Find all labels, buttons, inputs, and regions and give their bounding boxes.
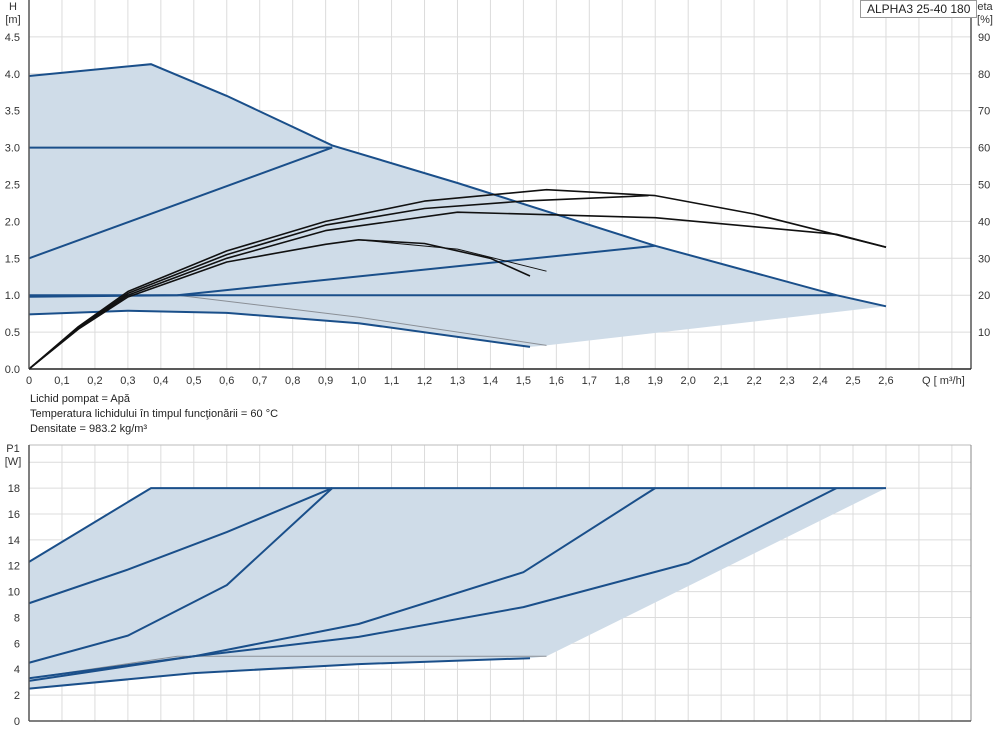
x-tick-label: 0 — [26, 375, 32, 387]
y-tick-label: 0.5 — [5, 327, 20, 339]
power-curve — [28, 487, 886, 563]
y2-tick-label: 20 — [978, 290, 990, 302]
x-tick-label: 0,2 — [87, 375, 102, 387]
y-tick-label: 2.0 — [5, 216, 20, 228]
x-tick-label: 1,5 — [516, 375, 531, 387]
efficiency-curve — [28, 211, 887, 370]
x-tick-label: 2,2 — [746, 375, 761, 387]
power-curve — [28, 487, 333, 664]
operating-area — [29, 488, 886, 689]
x-tick-label: 1,2 — [417, 375, 432, 387]
y2-tick-label: 90 — [978, 32, 990, 44]
efficiency-curve — [28, 188, 887, 370]
x-tick-label: 0,9 — [318, 375, 333, 387]
y-tick-label: 18 — [8, 483, 20, 495]
x-tick-label: 2,6 — [878, 375, 893, 387]
y-tick-label: 8 — [14, 612, 20, 624]
y-tick-label: 1.0 — [5, 290, 20, 302]
y2-tick-label: 80 — [978, 69, 990, 81]
x-tick-label: 2,4 — [812, 375, 827, 387]
x-tick-label: 1,0 — [351, 375, 366, 387]
y-tick-label: 4.0 — [5, 69, 20, 81]
x-tick-label: 0,1 — [54, 375, 69, 387]
x-tick-label: 2,1 — [714, 375, 729, 387]
head-curve — [28, 309, 531, 348]
x-tick-label: 0,5 — [186, 375, 201, 387]
temperature-info: Temperatura lichidului în timpul funcţio… — [30, 408, 279, 420]
y-axis-label: H — [9, 1, 17, 13]
x-tick-label: 0,4 — [153, 375, 168, 387]
y-tick-label: 14 — [8, 535, 20, 547]
y-tick-label: 3.5 — [5, 106, 20, 118]
y-tick-label: 0 — [14, 716, 20, 728]
power-curve — [28, 657, 531, 690]
x-tick-label: 0,7 — [252, 375, 267, 387]
y2-tick-label: 70 — [978, 106, 990, 118]
y-axis-unit: [W] — [5, 456, 22, 468]
x-tick-label: 1,9 — [648, 375, 663, 387]
x-tick-label: 2,3 — [779, 375, 794, 387]
y-tick-label: 12 — [8, 561, 20, 573]
power-curve — [28, 487, 333, 605]
x-tick-label: 1,8 — [615, 375, 630, 387]
y-tick-label: 2 — [14, 690, 20, 702]
x-tick-label: 0,3 — [120, 375, 135, 387]
x-tick-label: 2,5 — [845, 375, 860, 387]
y-axis-unit: [m] — [5, 14, 20, 26]
y-tick-label: 3.0 — [5, 143, 20, 155]
x-tick-label: 2,0 — [681, 375, 696, 387]
x-tick-label: 1,3 — [450, 375, 465, 387]
y-tick-label: 4 — [14, 664, 20, 676]
x-axis-label: Q [ m³/h] — [922, 375, 965, 387]
y-tick-label: 6 — [14, 638, 20, 650]
y-tick-label: 1.5 — [5, 253, 20, 265]
liquid-info: Lichid pompat = Apă — [30, 393, 130, 405]
y2-tick-label: 40 — [978, 216, 990, 228]
x-tick-label: 1,6 — [549, 375, 564, 387]
head-curve-thin — [177, 294, 547, 346]
y2-tick-label: 30 — [978, 253, 990, 265]
y2-axis-label: eta — [977, 1, 993, 13]
head-curve — [28, 63, 887, 308]
y-tick-label: 10 — [8, 587, 20, 599]
y-axis-label: P1 — [6, 443, 19, 455]
head-curve — [28, 146, 333, 260]
y-tick-label: 0.0 — [5, 364, 20, 376]
y-tick-label: 16 — [8, 509, 20, 521]
efficiency-curve — [28, 239, 531, 370]
y-tick-label: 2.5 — [5, 180, 20, 192]
pump-model-label: ALPHA3 25-40 180 — [860, 0, 978, 18]
y2-tick-label: 50 — [978, 180, 990, 192]
x-tick-label: 1,1 — [384, 375, 399, 387]
density-info: Densitate = 983.2 kg/m³ — [30, 423, 148, 435]
x-tick-label: 1,7 — [582, 375, 597, 387]
y2-tick-label: 60 — [978, 143, 990, 155]
x-tick-label: 1,4 — [483, 375, 498, 387]
power-curve — [28, 487, 837, 682]
x-tick-label: 0,8 — [285, 375, 300, 387]
efficiency-curve — [358, 239, 547, 272]
x-tick-label: 0,6 — [219, 375, 234, 387]
y2-tick-label: 10 — [978, 327, 990, 339]
y2-axis-unit: [%] — [977, 14, 993, 26]
y-tick-label: 4.5 — [5, 32, 20, 44]
